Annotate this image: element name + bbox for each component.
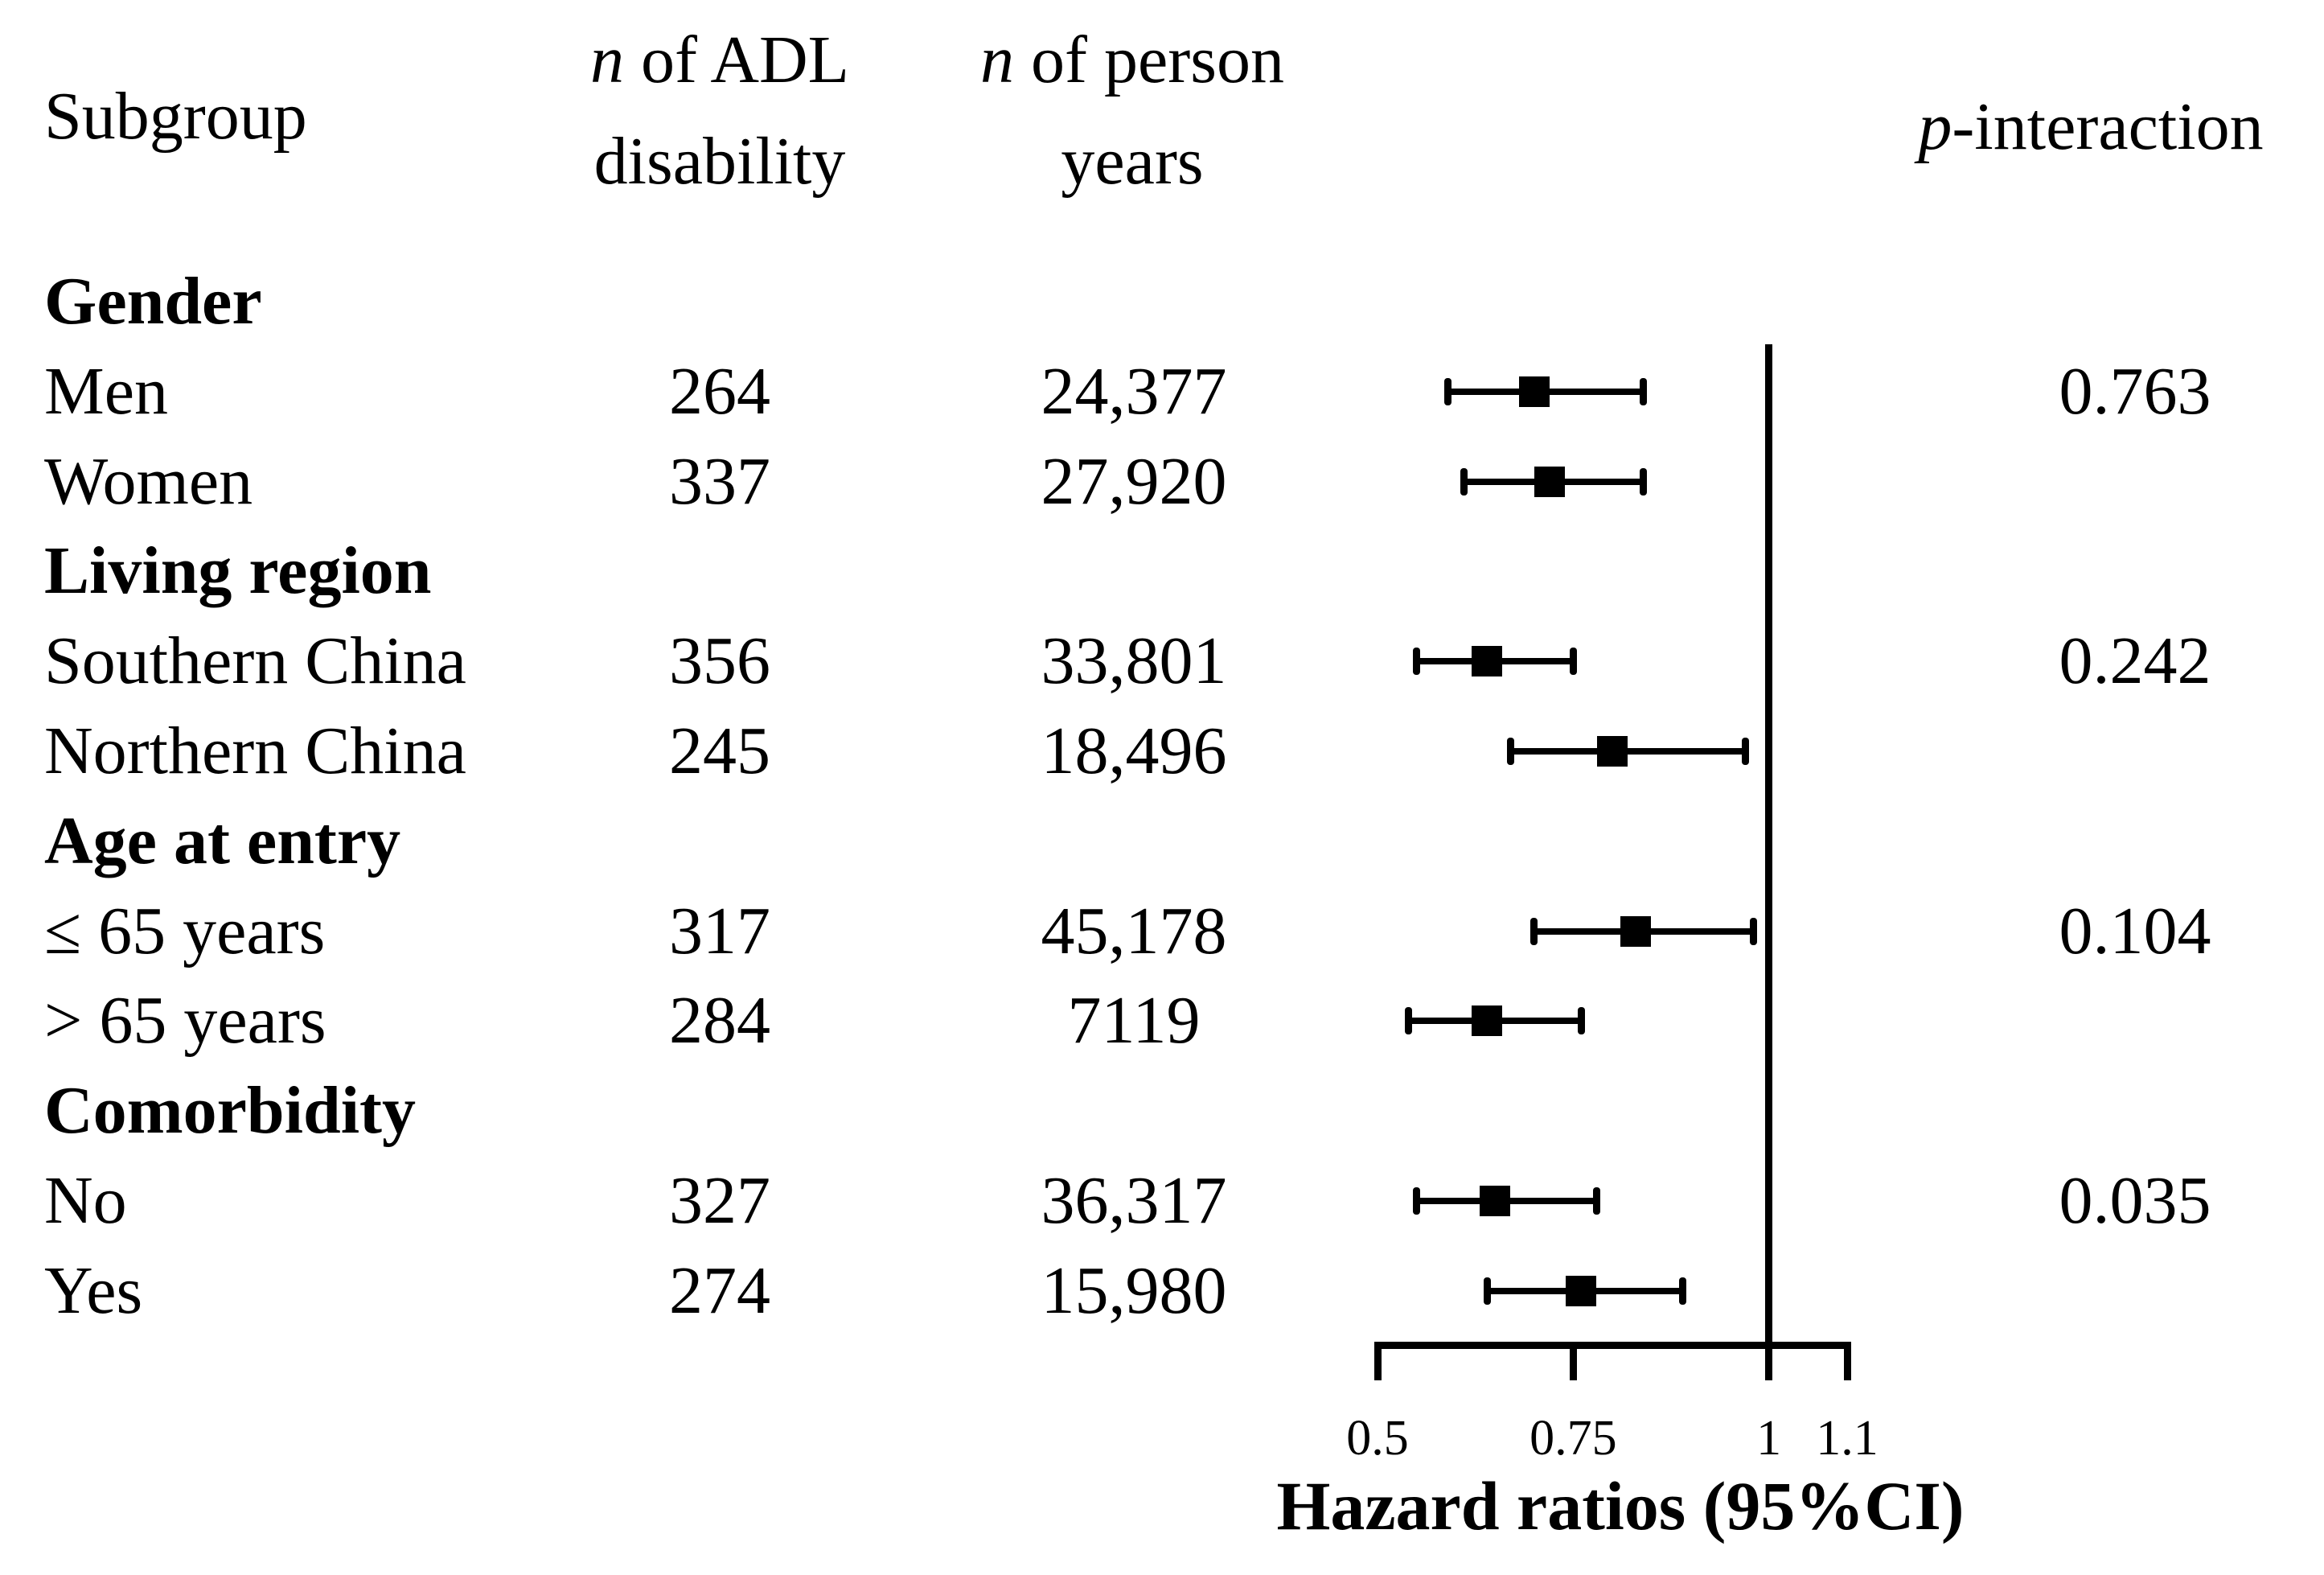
column-header-n-py-line1: n of person bbox=[980, 10, 1284, 111]
ci-cap-left bbox=[1483, 1277, 1491, 1305]
column-header-n-person-years: n of person years bbox=[980, 10, 1284, 212]
n-adl-value: 284 bbox=[669, 983, 770, 1059]
x-axis-tick bbox=[1765, 1342, 1773, 1380]
ci-cap-left bbox=[1506, 738, 1514, 765]
x-axis-tick-label: 1 bbox=[1756, 1411, 1782, 1466]
n-italic: n bbox=[980, 23, 1015, 97]
section-header-label: Living region bbox=[44, 533, 432, 609]
n-adl-rest: of ADL bbox=[624, 23, 849, 97]
x-axis-tick-label: 0.75 bbox=[1529, 1411, 1617, 1466]
row-label: Men bbox=[44, 353, 168, 429]
n-adl-value: 327 bbox=[669, 1163, 770, 1238]
ci-cap-right bbox=[1749, 917, 1757, 945]
n-adl-value: 356 bbox=[669, 623, 770, 699]
ci-cap-left bbox=[1405, 1007, 1413, 1035]
ci-cap-right bbox=[1640, 377, 1648, 405]
column-header-n-py-line2: years bbox=[1061, 124, 1204, 199]
hr-point-marker bbox=[1472, 646, 1503, 677]
n-person-years-value: 24,377 bbox=[1041, 353, 1227, 429]
n-adl-value: 274 bbox=[669, 1252, 770, 1328]
n-person-years-value: 36,317 bbox=[1041, 1163, 1227, 1238]
row-label: Women bbox=[44, 443, 253, 519]
ci-cap-left bbox=[1413, 1187, 1421, 1215]
p-interaction-value: 0.242 bbox=[2059, 623, 2211, 699]
n-adl-value: 317 bbox=[669, 893, 770, 968]
x-axis-tick bbox=[1569, 1342, 1577, 1380]
hr-point-marker bbox=[1534, 466, 1566, 497]
hr-point-marker bbox=[1480, 1186, 1510, 1216]
p-italic: p bbox=[1918, 89, 1952, 164]
x-axis-tick bbox=[1843, 1342, 1851, 1380]
hr-point-marker bbox=[1597, 736, 1628, 767]
row-label: Yes bbox=[44, 1252, 143, 1328]
p-interaction-value: 0.763 bbox=[2059, 353, 2211, 429]
x-axis-title: Hazard ratios (95%CI) bbox=[1276, 1467, 1965, 1544]
section-header-label: Gender bbox=[44, 264, 262, 339]
ci-cap-right bbox=[1679, 1277, 1687, 1305]
n-person-years-value: 15,980 bbox=[1041, 1252, 1227, 1328]
row-label: > 65 years bbox=[44, 983, 326, 1059]
reference-line bbox=[1765, 344, 1773, 1380]
n-adl-value: 245 bbox=[669, 713, 770, 788]
x-axis-tick-label: 1.1 bbox=[1816, 1411, 1878, 1466]
x-axis-tick-label: 0.5 bbox=[1346, 1411, 1409, 1466]
n-py-rest: of person bbox=[1014, 23, 1284, 97]
hr-point-marker bbox=[1518, 376, 1550, 407]
hr-point-marker bbox=[1472, 1005, 1503, 1037]
n-adl-value: 264 bbox=[669, 353, 770, 429]
row-label: Northern China bbox=[44, 713, 466, 788]
x-axis-line bbox=[1373, 1342, 1851, 1349]
p-interaction-value: 0.104 bbox=[2059, 893, 2211, 968]
n-person-years-value: 33,801 bbox=[1041, 623, 1227, 699]
ci-cap-left bbox=[1413, 648, 1421, 676]
ci-line bbox=[1510, 748, 1746, 755]
n-person-years-value: 45,178 bbox=[1041, 893, 1227, 968]
n-person-years-value: 18,496 bbox=[1041, 713, 1227, 788]
n-person-years-value: 7119 bbox=[1067, 983, 1201, 1059]
p-interaction-value: 0.035 bbox=[2059, 1163, 2211, 1238]
ci-cap-right bbox=[1741, 738, 1749, 765]
ci-cap-right bbox=[1569, 648, 1577, 676]
p-interaction-rest: -interaction bbox=[1952, 89, 2264, 164]
column-header-n-adl-line2: disability bbox=[593, 124, 846, 199]
hr-point-marker bbox=[1566, 1275, 1597, 1306]
row-label: No bbox=[44, 1163, 127, 1238]
column-header-p-interaction: p-interaction bbox=[1918, 93, 2263, 161]
x-axis-tick bbox=[1373, 1342, 1382, 1380]
section-header-label: Comorbidity bbox=[44, 1073, 416, 1149]
row-label: Southern China bbox=[44, 623, 466, 699]
section-header-label: Age at entry bbox=[44, 803, 401, 878]
column-header-n-adl-line1: n of ADL bbox=[590, 10, 849, 111]
hr-point-marker bbox=[1620, 915, 1652, 947]
ci-cap-left bbox=[1530, 917, 1538, 945]
column-header-subgroup: Subgroup bbox=[44, 83, 307, 150]
n-adl-value: 337 bbox=[669, 443, 770, 519]
ci-cap-left bbox=[1444, 377, 1452, 405]
ci-cap-right bbox=[1577, 1007, 1585, 1035]
column-header-subgroup-label: Subgroup bbox=[44, 79, 307, 154]
n-person-years-value: 27,920 bbox=[1041, 443, 1227, 519]
row-label: ≤ 65 years bbox=[44, 893, 326, 968]
ci-cap-left bbox=[1460, 467, 1468, 496]
column-header-n-adl-disability: n of ADL disability bbox=[590, 10, 849, 212]
n-italic: n bbox=[590, 23, 625, 97]
ci-cap-right bbox=[1593, 1187, 1601, 1215]
ci-cap-right bbox=[1640, 467, 1648, 496]
